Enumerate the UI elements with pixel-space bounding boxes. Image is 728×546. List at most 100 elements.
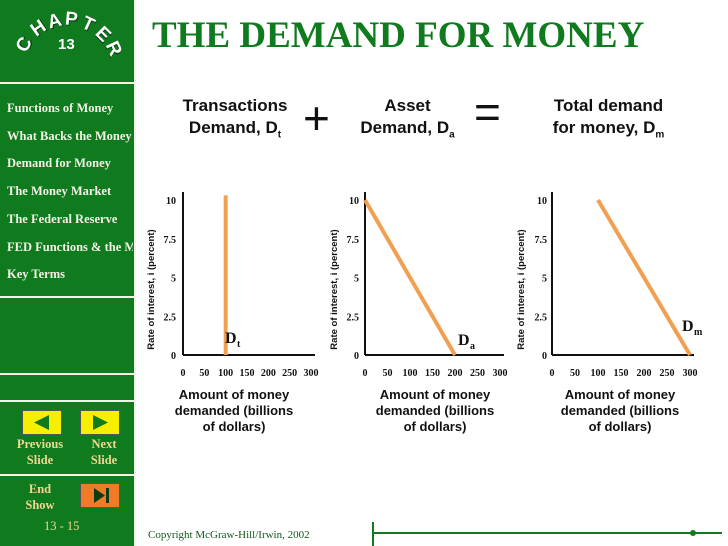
curve-label: D — [682, 318, 694, 335]
slide-number: 13 - 15 — [44, 519, 80, 533]
x-axis-label: Amount of money demanded (billions of doll… — [376, 387, 494, 434]
x-tick-label: 200 — [448, 368, 463, 379]
y-tick-label: 5 — [171, 274, 176, 285]
sidebar-item-federal-reserve[interactable]: The Federal Reserve — [7, 212, 118, 226]
x-tick-label: 0 — [363, 368, 368, 379]
x-axis-label-line: of dollars) — [589, 419, 652, 434]
x-axis-label-line: demanded (billions — [376, 403, 494, 418]
y-tick-label: 10 — [537, 196, 547, 207]
chapter-number: 13 — [58, 36, 75, 53]
curve-label: D — [225, 330, 237, 347]
x-axis-label-line: of dollars) — [203, 419, 266, 434]
header-line: Asset — [384, 96, 431, 115]
end-show-button[interactable] — [80, 483, 120, 508]
next-label-line: Next — [91, 437, 117, 451]
curve-label-subscript: t — [237, 339, 241, 350]
header-text: Demand, D — [360, 118, 450, 137]
plus-sign: + — [303, 92, 330, 144]
next-slide-label: Next Slide — [76, 436, 132, 468]
curve-label: D — [458, 332, 470, 349]
header-subscript: t — [277, 129, 282, 141]
x-tick-label: 300 — [493, 368, 508, 379]
y-axis-label: Rate of interest, i (percent) — [146, 229, 157, 349]
y-tick-label: 0 — [542, 351, 547, 362]
next-label-line: Slide — [90, 453, 118, 467]
y-tick-label: 2.5 — [164, 312, 177, 323]
x-axis-label-line: Amount of money — [565, 387, 676, 402]
end-show-label: End Show — [12, 481, 68, 513]
end-label-line: Show — [25, 498, 55, 512]
x-tick-label: 300 — [304, 368, 319, 379]
y-tick-label: 10 — [166, 196, 176, 207]
x-axis-label: Amount of money demanded (billions of doll… — [175, 387, 293, 434]
y-tick-label: 7.5 — [164, 235, 177, 246]
sidebar-item-money-market[interactable]: The Money Market — [7, 184, 112, 198]
copyright: Copyright McGraw-Hill/Irwin, 2002 — [148, 529, 310, 541]
header-subscript: a — [449, 129, 455, 141]
y-axis-label: Rate of interest, i (percent) — [329, 229, 340, 349]
header-line: Total demand — [553, 96, 664, 115]
x-tick-label: 150 — [240, 368, 255, 379]
sidebar-edge — [134, 0, 136, 546]
sidebar-divider — [0, 82, 136, 84]
previous-label-line: Slide — [26, 453, 54, 467]
page-title: THE DEMAND FOR MONEY — [152, 15, 645, 56]
x-tick-label: 150 — [425, 368, 440, 379]
equals-sign: = — [474, 86, 501, 138]
header-line: Transactions — [182, 96, 288, 115]
sidebar-divider — [0, 296, 136, 298]
header-text: Demand, D — [188, 118, 278, 137]
sidebar-item-what-backs-money[interactable]: What Backs the Money Supply? — [7, 129, 133, 143]
footer-rule — [372, 522, 374, 546]
total-demand-header: Total demand for money, Dm — [526, 95, 691, 146]
y-tick-label: 5 — [354, 274, 359, 285]
previous-slide-button[interactable] — [22, 410, 62, 435]
triangle-left-icon — [34, 415, 49, 430]
y-tick-label: 7.5 — [347, 235, 360, 246]
header-subscript: m — [655, 129, 665, 141]
header-line: for money, Dm — [526, 117, 691, 146]
demand-curve — [596, 198, 692, 357]
demand-curve — [363, 198, 457, 357]
x-tick-label: 300 — [683, 368, 698, 379]
next-slide-button[interactable] — [80, 410, 120, 435]
x-axis-label-line: Amount of money — [179, 387, 290, 402]
x-tick-label: 0 — [181, 368, 186, 379]
y-tick-label: 5 — [542, 274, 547, 285]
x-axis-label: Amount of money demanded (billions of doll… — [561, 387, 679, 434]
x-tick-label: 0 — [550, 368, 555, 379]
x-tick-label: 100 — [403, 368, 418, 379]
end-label-line: End — [28, 482, 52, 496]
y-tick-label: 0 — [171, 351, 176, 362]
triangle-right-icon — [93, 415, 108, 430]
x-tick-label: 250 — [470, 368, 485, 379]
x-tick-label: 50 — [199, 368, 209, 379]
sidebar-item-demand-for-money[interactable]: Demand for Money — [7, 156, 111, 170]
sidebar-item-key-terms[interactable]: Key Terms — [7, 267, 65, 281]
footer-dot — [690, 530, 696, 536]
x-tick-label: 100 — [591, 368, 606, 379]
x-axis-label-line: Amount of money — [380, 387, 491, 402]
sidebar-item-fed-functions[interactable]: FED Functions & the Money Supply — [7, 240, 133, 254]
x-tick-label: 50 — [383, 368, 393, 379]
curve-label-subscript: m — [694, 327, 703, 338]
end-show-icon — [94, 488, 109, 503]
previous-label-line: Previous — [16, 437, 64, 451]
sidebar-divider — [0, 474, 136, 476]
x-tick-label: 250 — [660, 368, 675, 379]
transactions-demand-header: Transactions Demand, Dt — [160, 95, 310, 146]
x-tick-label: 150 — [614, 368, 629, 379]
x-tick-label: 200 — [637, 368, 652, 379]
x-axis-label-line: of dollars) — [404, 419, 467, 434]
y-tick-label: 2.5 — [535, 312, 548, 323]
sidebar-divider — [0, 373, 136, 375]
x-tick-label: 50 — [570, 368, 580, 379]
sidebar-divider — [0, 400, 136, 402]
sidebar-item-functions-of-money[interactable]: Functions of Money — [7, 101, 114, 115]
x-tick-label: 250 — [282, 368, 297, 379]
header-line: Demand, Da — [340, 117, 475, 146]
x-axis-label-line: demanded (billions — [561, 403, 679, 418]
x-axis-label-line: demanded (billions — [175, 403, 293, 418]
